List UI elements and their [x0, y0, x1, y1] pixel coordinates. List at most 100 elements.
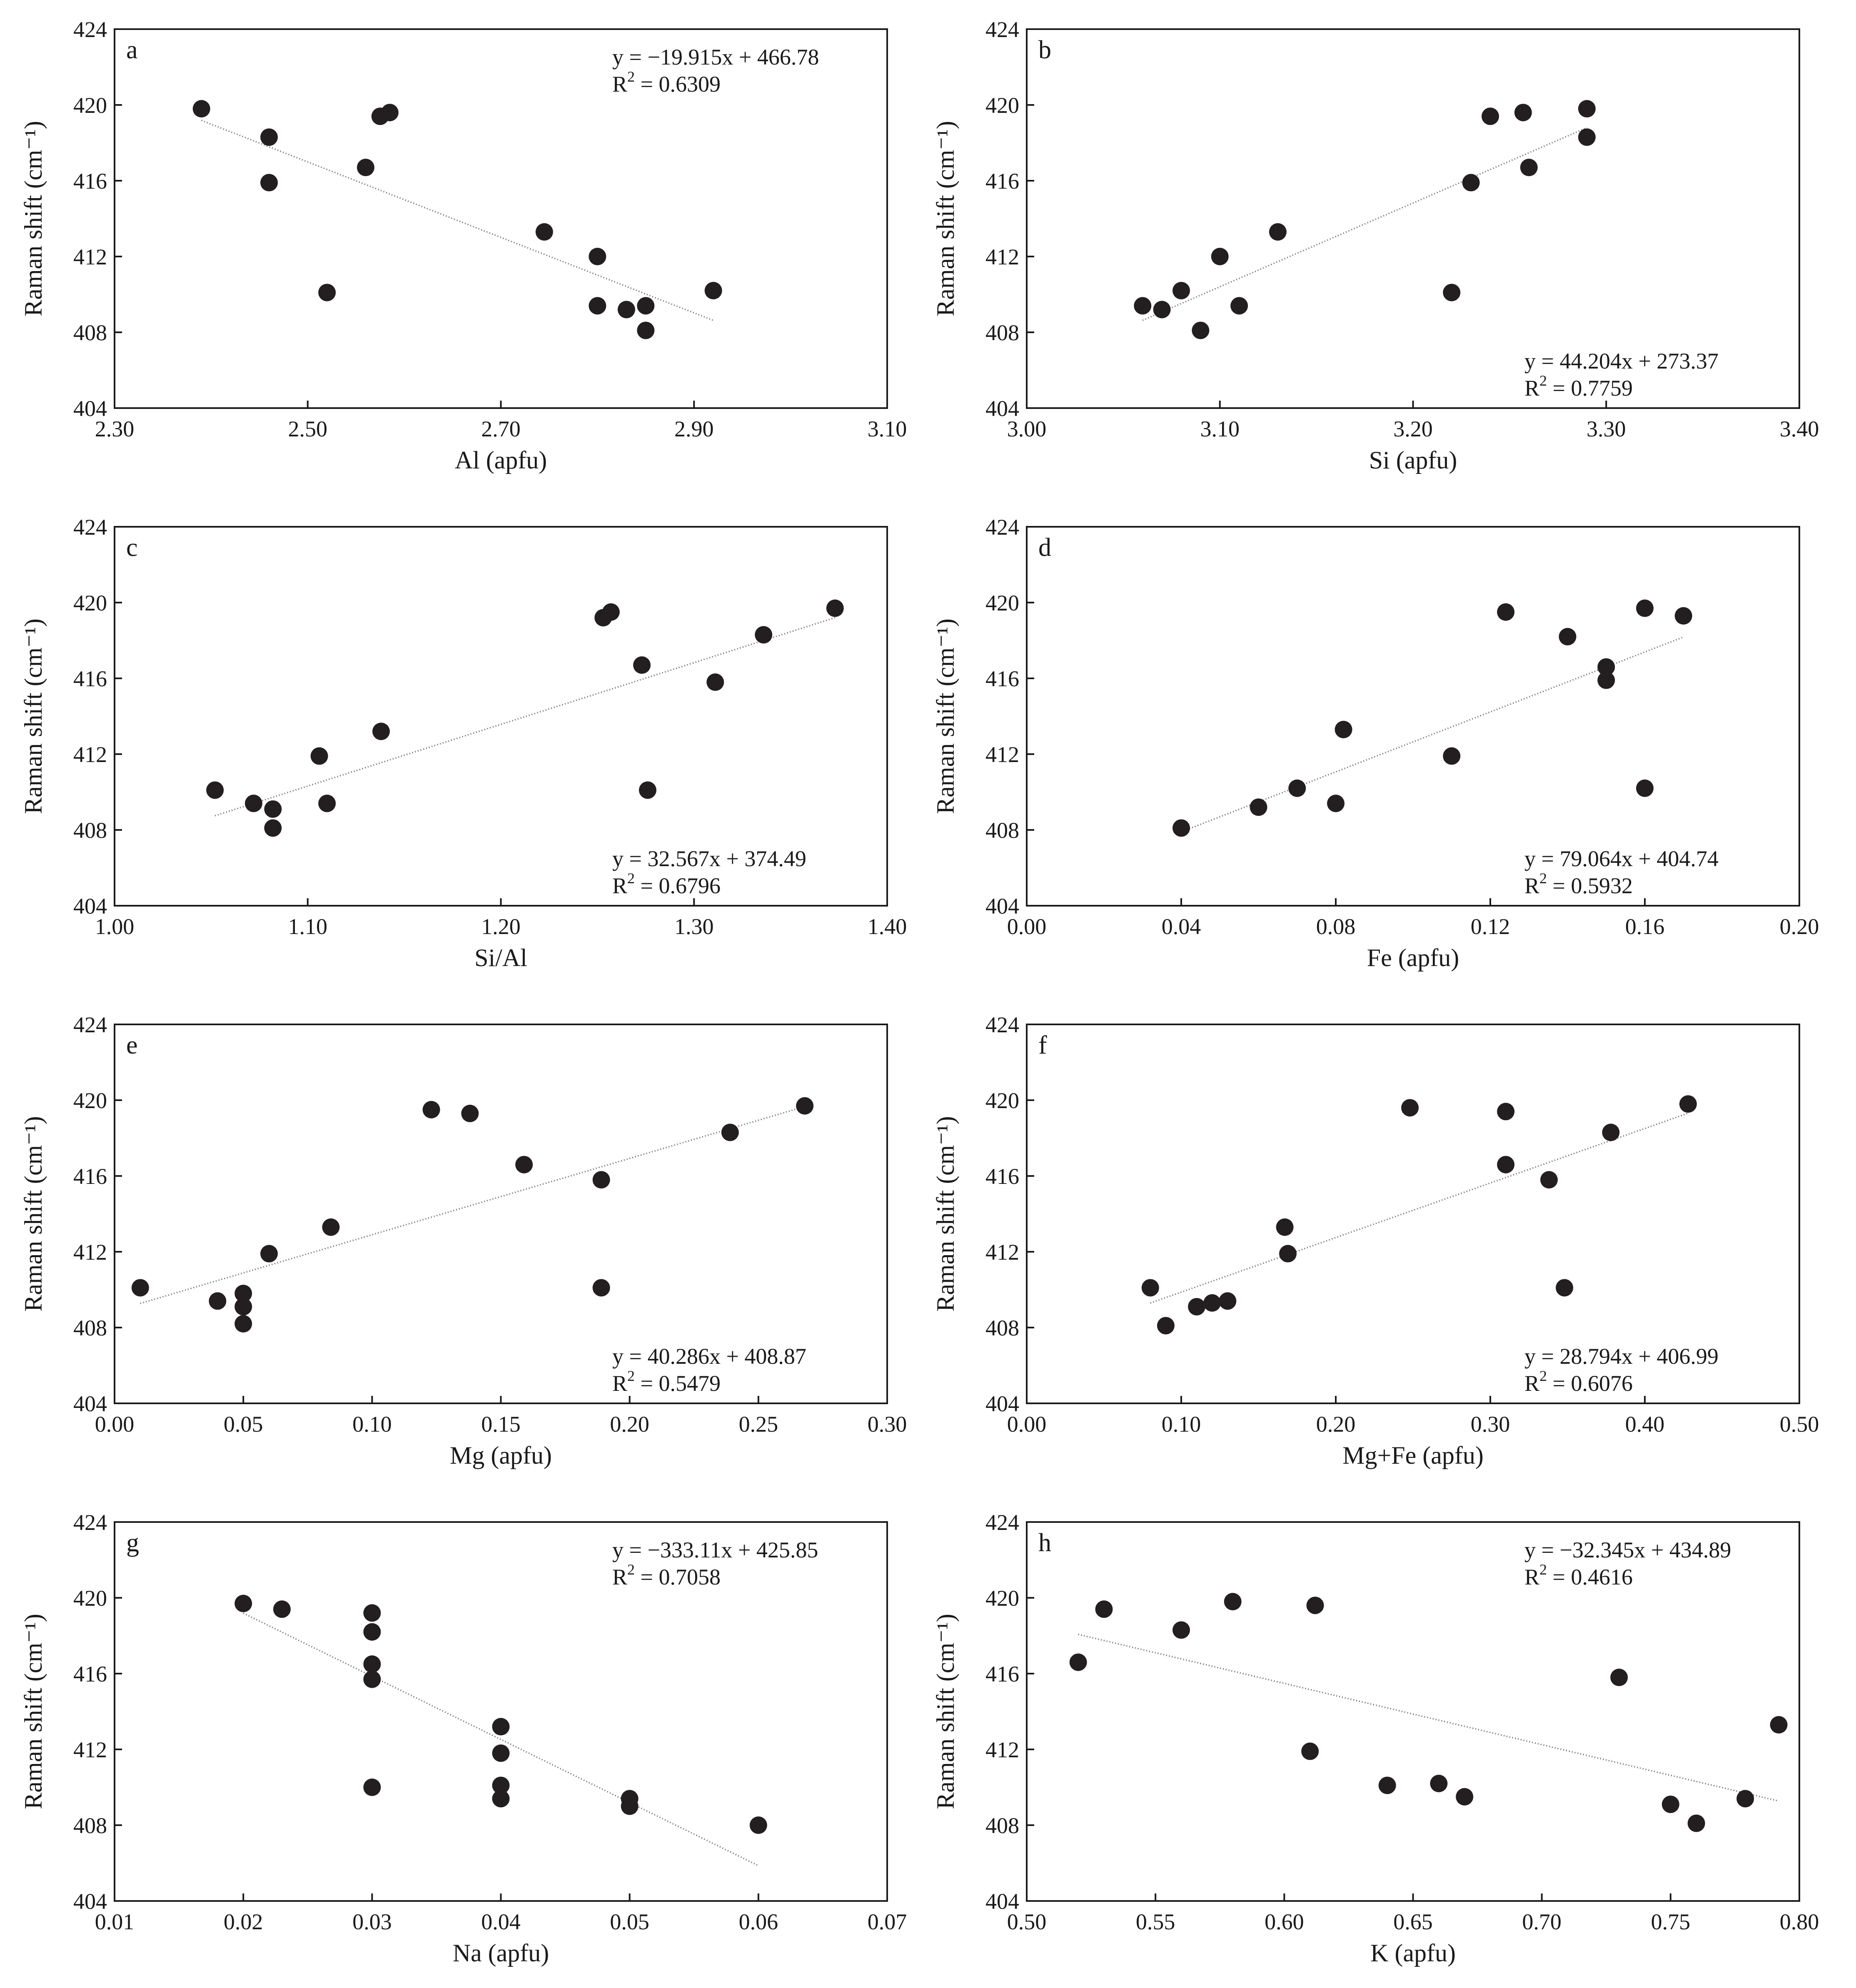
x-tick-label: 0.05 [224, 1412, 263, 1437]
data-point [1306, 1597, 1324, 1614]
panel-e: 0.00 0.05 0.10 0.15 0.20 0.25 0.30 404 408 412 416… [20, 1012, 907, 1469]
y-tick-label: 408 [73, 320, 107, 345]
y-tick-label: 420 [985, 93, 1019, 118]
data-point [1301, 1742, 1319, 1760]
data-point [1276, 1218, 1294, 1236]
data-point [1157, 1317, 1175, 1335]
r-squared-symbol: R [1524, 873, 1539, 898]
y-tick-label: 420 [985, 590, 1019, 615]
panel-letter: g [126, 1529, 139, 1557]
regression-equation: y = −32.345x + 434.89 [1524, 1537, 1731, 1562]
data-point [1661, 1795, 1679, 1813]
x-tick-label: 2.30 [95, 416, 135, 441]
y-tick-label: 404 [985, 396, 1019, 421]
data-point [621, 1797, 639, 1815]
r-squared: R2 = 0.6796 [612, 870, 721, 898]
y-tick-label: 408 [985, 1813, 1019, 1838]
y-tick-label: 412 [73, 1240, 107, 1265]
y-tick-label: 404 [73, 1391, 107, 1416]
data-point [796, 1097, 814, 1115]
y-axis-title: Raman shift (cm⁻¹) [932, 121, 959, 316]
y-tick-label: 404 [985, 894, 1019, 919]
data-point [1610, 1669, 1628, 1687]
data-point [244, 795, 262, 812]
y-tick-label: 416 [985, 169, 1019, 194]
data-point [357, 159, 374, 177]
panel-letter: h [1038, 1529, 1051, 1557]
regression-equation: y = 32.567x + 374.49 [612, 846, 806, 871]
x-tick-label: 0.65 [1393, 1909, 1433, 1934]
data-point [234, 1298, 252, 1315]
x-axis-title: Na (apfu) [453, 1939, 549, 1967]
x-tick-label: 0.50 [1780, 1412, 1819, 1437]
data-point [492, 1790, 510, 1808]
panel-a: 2.30 2.50 2.70 2.90 3.10 404 408 412 416 420 424 Al… [20, 17, 907, 474]
panel-letter: f [1038, 1031, 1047, 1059]
data-point [706, 673, 724, 691]
data-point [234, 1315, 252, 1333]
data-point [1674, 607, 1692, 625]
data-point [1172, 282, 1190, 299]
panel-c: 1.00 1.10 1.20 1.30 1.40 404 408 412 416 420 424 Si… [20, 515, 907, 972]
x-tick-label: 0.12 [1471, 914, 1510, 939]
y-tick-label: 420 [73, 1586, 107, 1611]
data-point [1134, 297, 1152, 315]
regression-equation: y = 79.064x + 404.74 [1524, 846, 1719, 871]
data-point [1597, 658, 1615, 676]
data-point [492, 1744, 510, 1762]
data-point [322, 1218, 340, 1236]
data-point [1203, 1294, 1221, 1312]
y-tick-label: 416 [985, 666, 1019, 691]
r-squared: R2 = 0.5932 [1524, 870, 1633, 898]
y-tick-label: 420 [985, 1088, 1019, 1113]
y-tick-label: 404 [73, 396, 107, 421]
x-tick-label: 0.55 [1136, 1909, 1175, 1934]
x-tick-label: 0.07 [868, 1909, 907, 1934]
data-point [422, 1101, 440, 1119]
data-point [260, 128, 278, 146]
data-point [1069, 1653, 1087, 1671]
regression-equation: y = 28.794x + 406.99 [1524, 1344, 1719, 1369]
x-tick-label: 0.30 [868, 1412, 907, 1437]
data-point [1443, 284, 1461, 301]
data-point [1288, 779, 1306, 797]
regression-line [243, 1612, 759, 1866]
y-tick-label: 416 [73, 169, 107, 194]
x-tick-label: 0.15 [481, 1412, 521, 1437]
x-tick-label: 0.60 [1265, 1909, 1304, 1934]
data-point [492, 1718, 510, 1736]
x-axis-title: Si (apfu) [1369, 446, 1457, 474]
regression-equation: y = −333.11x + 425.85 [612, 1537, 818, 1562]
x-tick-label: 0.00 [1007, 914, 1047, 939]
data-point [1456, 1788, 1474, 1806]
data-point [1172, 1621, 1190, 1639]
y-tick-label: 408 [985, 320, 1019, 345]
data-point [1520, 159, 1538, 177]
x-tick-label: 2.90 [674, 416, 714, 441]
panel-letter: c [126, 533, 138, 562]
r-squared-symbol: R [1524, 1371, 1539, 1396]
x-tick-label: 0.04 [481, 1909, 521, 1934]
data-point [381, 104, 399, 122]
y-tick-label: 404 [73, 894, 107, 919]
panel-d: 0.00 0.04 0.08 0.12 0.16 0.20 404 408 412 416 420 4… [932, 515, 1819, 972]
y-axis-title: Raman shift (cm⁻¹) [932, 1116, 959, 1312]
data-point [1430, 1774, 1448, 1792]
y-tick-label: 412 [985, 1240, 1019, 1265]
data-point [1497, 1103, 1515, 1121]
plot-frame [1026, 526, 1800, 907]
r-squared-value: = 0.4616 [1547, 1564, 1633, 1589]
data-point [1378, 1776, 1396, 1794]
y-axis-title: Raman shift (cm⁻¹) [932, 1614, 959, 1809]
y-tick-label: 416 [985, 1662, 1019, 1687]
y-tick-label: 424 [985, 1012, 1019, 1037]
data-point [1141, 1279, 1159, 1297]
x-tick-label: 0.00 [1007, 1412, 1047, 1437]
x-axis-title: Mg+Fe (apfu) [1342, 1442, 1484, 1469]
plot-frame [114, 1521, 888, 1902]
y-tick-label: 416 [73, 1164, 107, 1189]
r-squared: R2 = 0.6076 [1524, 1368, 1633, 1396]
x-axis-title: K (apfu) [1370, 1939, 1456, 1967]
data-point [273, 1600, 291, 1618]
plot-frame [114, 28, 888, 409]
